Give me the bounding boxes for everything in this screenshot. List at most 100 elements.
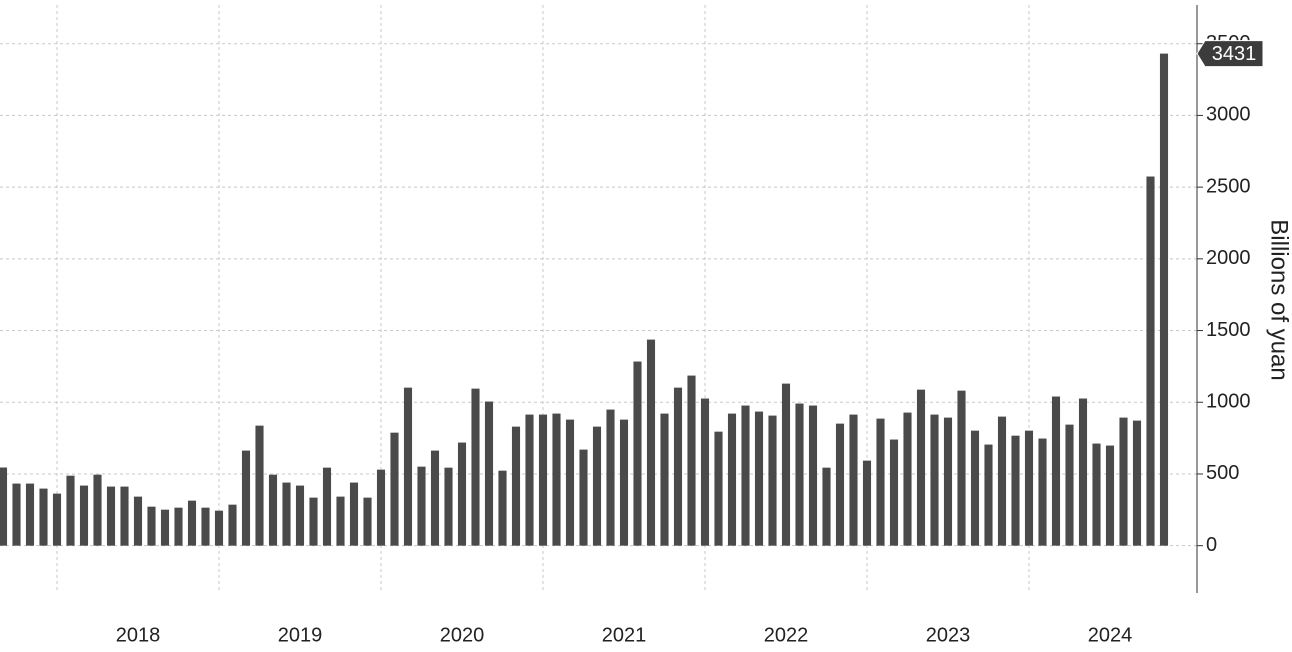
bar	[579, 449, 588, 546]
bar	[457, 442, 467, 546]
bar	[268, 474, 278, 546]
bar	[174, 507, 183, 546]
bar	[592, 426, 602, 546]
bar	[1132, 420, 1142, 546]
bar	[484, 401, 494, 546]
bar	[795, 403, 804, 546]
bar	[687, 375, 696, 546]
bar	[66, 475, 75, 546]
bar	[336, 496, 345, 546]
bar	[349, 482, 359, 546]
y-tick-label: 2000	[1206, 247, 1251, 269]
bar	[943, 417, 953, 546]
bar	[120, 486, 129, 546]
bar	[862, 460, 872, 546]
bar	[363, 497, 372, 546]
bar	[322, 467, 332, 546]
bar	[52, 493, 62, 546]
bar	[673, 387, 683, 546]
y-tick-label: 1000	[1206, 391, 1251, 413]
bar	[511, 426, 521, 546]
bar	[633, 361, 642, 546]
bar	[1038, 438, 1047, 546]
bar	[1146, 176, 1155, 546]
bar	[835, 423, 845, 546]
x-tick-label: 2022	[764, 624, 809, 646]
bar	[660, 413, 669, 546]
bar	[1011, 435, 1020, 546]
bar	[39, 488, 48, 546]
bar	[1159, 53, 1169, 546]
bar	[727, 413, 737, 546]
bar	[295, 485, 305, 546]
bar	[25, 483, 35, 546]
bar	[417, 466, 426, 546]
bar-layer	[0, 53, 1169, 546]
bar	[538, 414, 548, 546]
bar	[525, 414, 534, 546]
bar	[619, 419, 629, 546]
x-tick-label: 2024	[1088, 624, 1133, 646]
bar	[241, 450, 251, 546]
bar	[309, 497, 318, 546]
y-tick-label: 3000	[1206, 104, 1251, 126]
y-tick-label: 1500	[1206, 319, 1251, 341]
bar	[498, 470, 507, 546]
bar	[606, 409, 615, 546]
bar	[1119, 417, 1128, 546]
bar	[1105, 445, 1115, 546]
bar	[984, 444, 993, 546]
bar	[1065, 424, 1074, 546]
value-label: 3431	[1212, 43, 1257, 65]
bar	[768, 415, 777, 546]
bar	[12, 483, 21, 546]
bar	[106, 486, 116, 546]
bar	[376, 469, 386, 546]
bar	[79, 485, 89, 546]
bar	[93, 474, 102, 546]
x-tick-label: 2021	[602, 624, 647, 646]
bar	[700, 398, 710, 546]
bar	[1024, 430, 1034, 546]
bar	[565, 419, 575, 546]
bar	[444, 467, 453, 546]
axis-layer: 2018 2019 2020 2021 2022 2023 2024 0 500 1000 1500…	[116, 5, 1251, 646]
value-callout	[1196, 40, 1264, 68]
bar	[552, 413, 561, 546]
y-tick-label: 2500	[1206, 175, 1251, 197]
bar	[1051, 396, 1061, 546]
y-tick-label: 0	[1206, 534, 1217, 556]
bar	[201, 507, 210, 546]
y-axis-label: Billions of yuan	[1266, 219, 1292, 380]
bar	[754, 411, 764, 546]
bar	[822, 467, 831, 546]
bar	[390, 432, 399, 546]
x-tick-label: 2019	[278, 624, 323, 646]
y-tick-label: 500	[1206, 462, 1239, 484]
x-tick-label: 2018	[116, 624, 161, 646]
bar	[889, 439, 899, 546]
x-tick-label: 2020	[440, 624, 485, 646]
bar	[1092, 443, 1101, 546]
bar	[903, 412, 912, 546]
grid-layer	[0, 5, 1197, 593]
bar	[997, 416, 1007, 546]
bar	[876, 418, 885, 546]
x-tick-label: 2023	[926, 624, 971, 646]
bar	[930, 414, 939, 546]
bar	[255, 425, 264, 546]
bar	[430, 450, 440, 546]
bar	[970, 430, 980, 546]
bar	[282, 482, 291, 546]
bar	[214, 510, 224, 546]
bar	[646, 339, 656, 546]
bar	[1078, 398, 1088, 546]
bar	[808, 405, 818, 546]
bar	[849, 414, 858, 546]
bar	[741, 405, 750, 546]
bar	[403, 387, 413, 546]
bar	[714, 431, 723, 546]
bar	[916, 389, 926, 546]
